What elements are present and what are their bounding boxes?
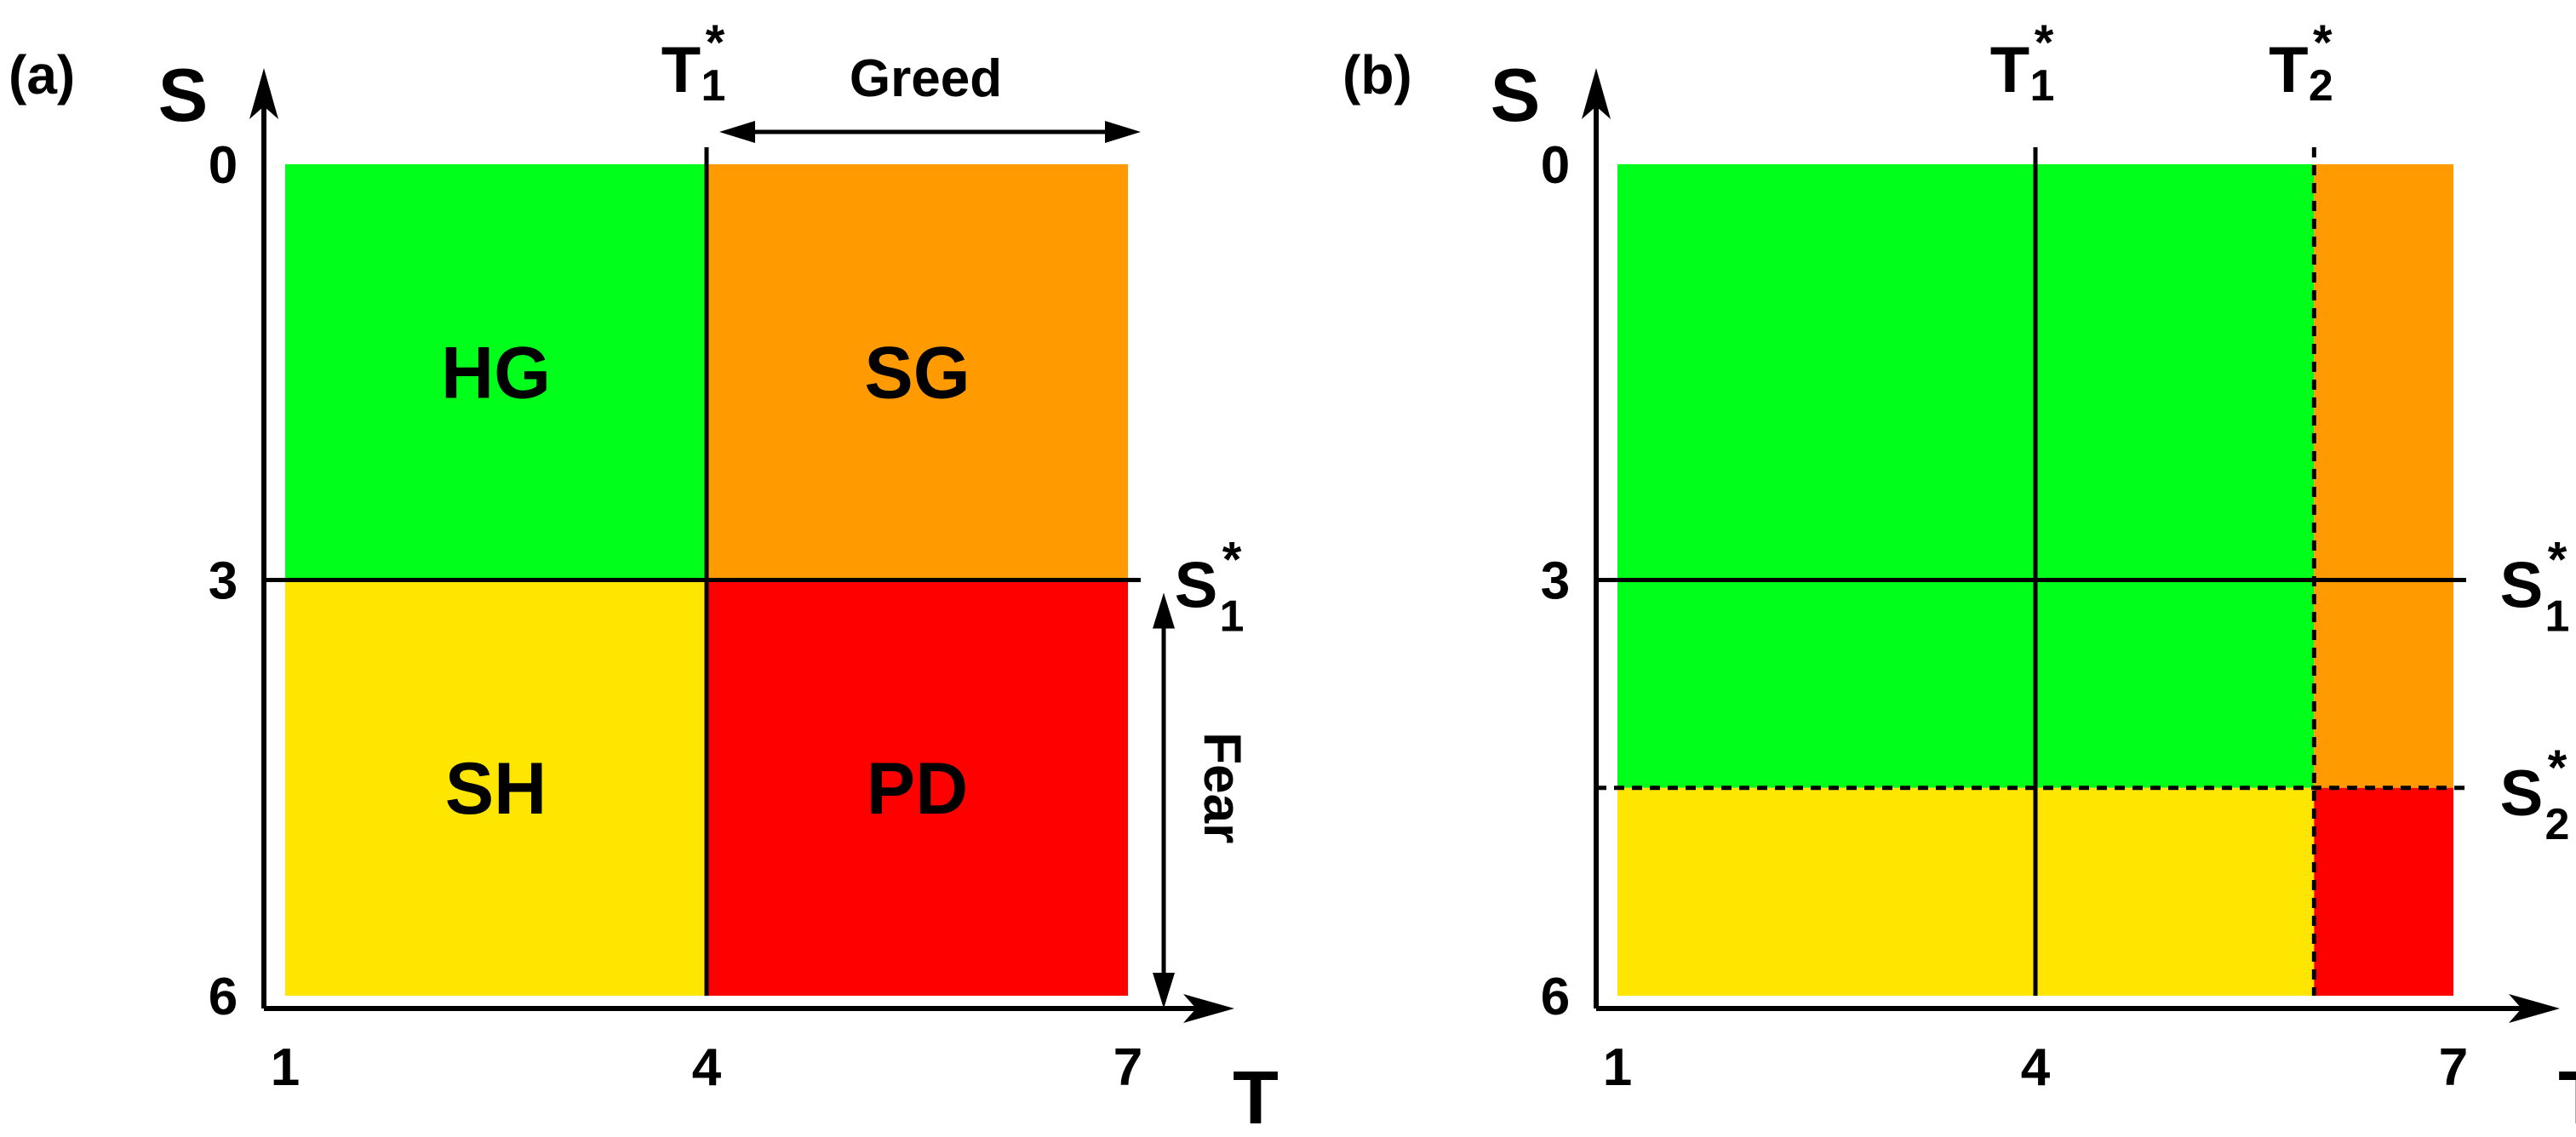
x-tick-label: 4	[2021, 1038, 2051, 1097]
greed-arrowhead-right	[1105, 121, 1141, 143]
threshold-label-sub: 1	[701, 61, 726, 111]
region-sg	[2314, 164, 2453, 788]
fear-arrowhead-top	[1153, 592, 1175, 629]
y-tick-label: 3	[209, 552, 238, 611]
threshold-label-t2: T	[2269, 34, 2308, 106]
threshold-label-sup: *	[2548, 740, 2567, 796]
region-sh	[285, 580, 707, 996]
x-tick-label: 1	[271, 1038, 300, 1097]
threshold-label-sub: 2	[2545, 800, 2570, 849]
region-label-sg: SG	[864, 332, 970, 414]
x-tick-label: 1	[1603, 1038, 1632, 1097]
x-axis-label: T	[2558, 1055, 2576, 1137]
region-label-pd: PD	[867, 748, 968, 830]
threshold-label-sup: *	[706, 15, 725, 71]
threshold-label-sup: *	[2035, 15, 2054, 71]
panel-label: (a)	[9, 44, 75, 106]
threshold-label-sup: *	[2548, 533, 2567, 588]
region-sh	[1617, 787, 2315, 996]
region-label-sh: SH	[445, 748, 547, 830]
y-axis-label: S	[1491, 53, 1541, 137]
y-axis-label: S	[158, 53, 209, 137]
region-label-hg: HG	[441, 332, 551, 414]
x-tick-label: 7	[2439, 1038, 2468, 1097]
y-tick-label: 0	[1541, 136, 1570, 195]
threshold-label-sub: 2	[2309, 61, 2333, 111]
y-axis-arrowhead	[249, 68, 278, 119]
y-tick-label: 0	[209, 136, 238, 195]
x-axis-label: T	[1233, 1055, 1279, 1137]
region-hg	[1617, 164, 2315, 788]
region-hg	[285, 164, 707, 580]
threshold-label-sub: 1	[2545, 592, 2570, 642]
threshold-label-t1: T	[1990, 34, 2029, 106]
threshold-label-sub: 1	[2030, 61, 2055, 111]
region-pd	[707, 580, 1128, 996]
threshold-label-sup: *	[2313, 15, 2333, 71]
y-tick-label: 3	[1541, 552, 1570, 611]
fear-arrowhead-bottom	[1153, 973, 1175, 1008]
threshold-label-t1: T	[661, 34, 701, 106]
y-tick-label: 6	[209, 968, 238, 1026]
greed-label: Greed	[850, 49, 1002, 108]
y-axis-arrowhead	[1582, 68, 1611, 119]
panel-label: (b)	[1342, 44, 1412, 106]
threshold-label-s1: S	[2500, 550, 2544, 622]
x-tick-label: 7	[1113, 1038, 1142, 1097]
x-tick-label: 4	[692, 1038, 722, 1097]
threshold-label-s1: S	[1175, 550, 1218, 622]
x-axis-arrowhead	[2509, 994, 2560, 1023]
region-pd	[2314, 787, 2453, 996]
fear-label: Fear	[1193, 732, 1251, 843]
threshold-label-s2: S	[2500, 757, 2544, 830]
y-tick-label: 6	[1541, 968, 1570, 1026]
region-sg	[707, 164, 1128, 580]
threshold-label-sup: *	[1222, 533, 1242, 588]
threshold-label-sub: 1	[1220, 592, 1245, 642]
greed-arrowhead-left	[719, 121, 755, 143]
x-axis-arrowhead	[1183, 994, 1234, 1023]
